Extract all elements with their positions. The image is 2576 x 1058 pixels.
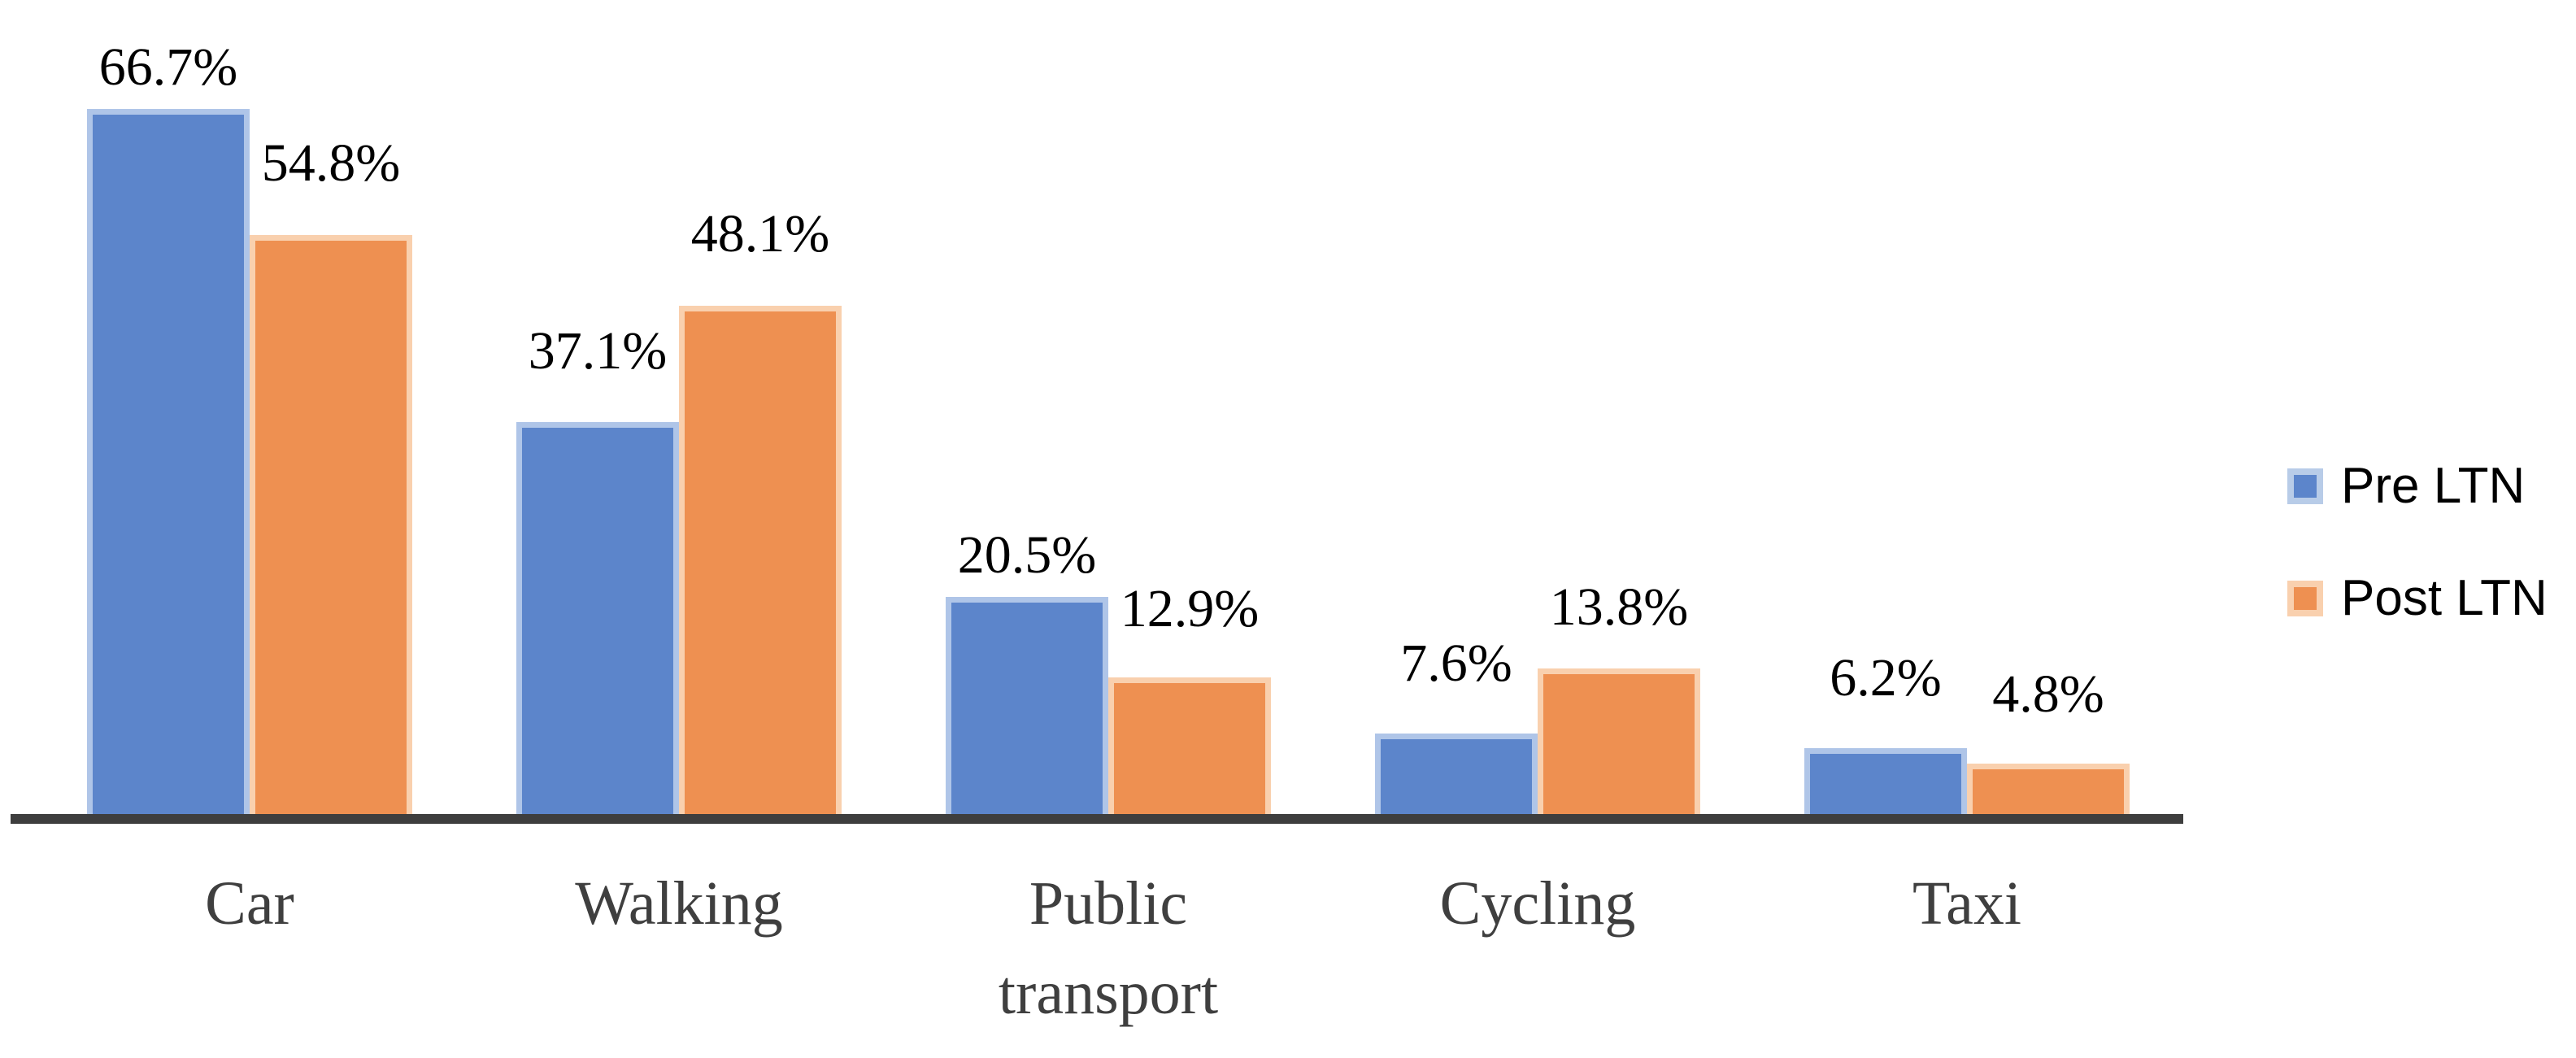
legend-swatch-post-ltn xyxy=(2287,581,2323,616)
bar-pre-ltn-public-transport xyxy=(946,597,1108,814)
category-label-walking: Walking xyxy=(575,869,783,938)
value-label-post-ltn-taxi: 4.8% xyxy=(1992,664,2104,724)
legend-item-pre-ltn: Pre LTN xyxy=(2287,459,2525,513)
bar-pre-ltn-cycling xyxy=(1375,734,1538,814)
legend-item-post-ltn: Post LTN xyxy=(2287,572,2548,625)
value-label-pre-ltn-walking: 37.1% xyxy=(528,321,668,381)
x-axis-line xyxy=(11,814,2183,824)
category-label-public-transport: Public transport xyxy=(998,869,1219,1027)
category-label-car: Car xyxy=(205,869,294,938)
value-label-pre-ltn-taxi: 6.2% xyxy=(1830,648,1942,708)
category-label-taxi: Taxi xyxy=(1912,869,2021,938)
bar-post-ltn-taxi xyxy=(1967,764,2130,814)
value-label-post-ltn-public-transport: 12.9% xyxy=(1120,579,1260,638)
bar-pre-ltn-walking xyxy=(516,422,679,814)
category-label-cycling: Cycling xyxy=(1439,869,1636,938)
bar-post-ltn-cycling xyxy=(1538,668,1700,814)
value-label-pre-ltn-car: 66.7% xyxy=(98,37,238,97)
bar-pre-ltn-taxi xyxy=(1804,748,1967,814)
value-label-post-ltn-cycling: 13.8% xyxy=(1549,577,1689,637)
legend-label-pre-ltn: Pre LTN xyxy=(2341,458,2526,514)
bar-post-ltn-public-transport xyxy=(1108,677,1271,814)
bar-post-ltn-walking xyxy=(679,306,842,814)
value-label-pre-ltn-cycling: 7.6% xyxy=(1400,633,1512,693)
value-label-post-ltn-walking: 48.1% xyxy=(690,204,830,263)
legend-label-post-ltn: Post LTN xyxy=(2341,570,2548,626)
bar-post-ltn-car xyxy=(250,235,412,814)
value-label-post-ltn-car: 54.8% xyxy=(261,133,401,193)
legend-swatch-pre-ltn xyxy=(2287,468,2323,504)
value-label-pre-ltn-public-transport: 20.5% xyxy=(957,525,1097,585)
bar-pre-ltn-car xyxy=(87,109,250,814)
